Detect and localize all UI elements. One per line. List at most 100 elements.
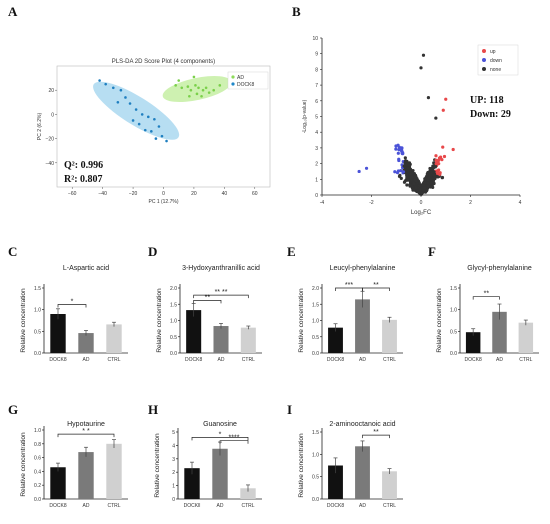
volcano-point [398, 173, 402, 177]
y-tick-label: 1.0 [34, 308, 41, 314]
y-tick-label: 0.5 [312, 335, 319, 341]
volcano-point [420, 191, 424, 195]
data-point-dock8 [104, 82, 107, 86]
legend-label: down [490, 58, 502, 64]
bar [50, 467, 66, 499]
y-tick-label: 0.4 [34, 469, 41, 475]
bar [382, 319, 397, 353]
legend-label: DOCK8 [237, 82, 254, 88]
y-tick-label: 3 [172, 457, 175, 463]
x-tick-label: AD [217, 503, 224, 509]
bar [355, 299, 370, 353]
y-axis-label: Relative concentration [156, 288, 163, 353]
x-tick-label: -4 [320, 200, 325, 206]
y-tick-label: 1.0 [170, 319, 177, 325]
x-tick-label: DOCK8 [327, 503, 344, 509]
up-count: UP: 118 [470, 95, 504, 106]
data-point-ad [174, 84, 177, 87]
data-point-ad [188, 94, 191, 98]
panel-letter-g: G [8, 402, 18, 417]
significance-bracket [57, 304, 87, 308]
data-point-dock8 [160, 134, 164, 138]
significance-label: * [71, 298, 74, 305]
volcano-point [403, 156, 407, 160]
y-tick-label: 0 [51, 112, 54, 118]
volcano-point [421, 53, 426, 57]
bar [240, 327, 256, 353]
volcano-point [437, 172, 442, 177]
data-point-ad [177, 79, 181, 82]
bar [106, 443, 122, 499]
x-tick-label: CTRL [241, 503, 254, 509]
volcano-point [444, 97, 448, 101]
y-axis-label: Relative concentration [436, 288, 443, 353]
bar [492, 311, 507, 353]
volcano-point [442, 154, 447, 159]
y-tick-label: 1.0 [312, 319, 319, 325]
y-tick-label: 20 [48, 88, 54, 94]
x-tick-label: CTRL [383, 503, 396, 509]
ad-ellipse [162, 76, 232, 102]
x-tick-label: AD [83, 503, 90, 509]
data-point-dock8 [98, 79, 101, 82]
chart-title: Hypotaurine [67, 421, 105, 428]
y-tick-label: 2.0 [312, 286, 319, 292]
legend-marker [231, 75, 235, 79]
volcano-point [405, 183, 409, 187]
y-tick-label: 0.0 [34, 351, 41, 357]
volcano-point [441, 108, 445, 112]
panel-letter-e: E [287, 244, 296, 259]
x-tick-label: CTRL [107, 357, 120, 363]
volcano-point [428, 173, 432, 178]
chart-title: L-Aspartic acid [63, 265, 109, 272]
bar [328, 465, 343, 499]
legend: up down none [477, 44, 519, 76]
volcano-point [423, 181, 427, 185]
y-tick-label: 2 [315, 162, 318, 168]
bar [212, 448, 228, 499]
volcano-point [432, 181, 436, 186]
x-tick-label: CTRL [107, 503, 120, 509]
volcano-point [433, 164, 438, 168]
bar [186, 310, 202, 353]
x-tick-label: AD [218, 357, 225, 363]
panel-letter-h: H [148, 402, 158, 417]
chart-title: Guanosine [203, 421, 237, 428]
y-tick-label: 5 [172, 430, 175, 436]
volcano-point [394, 147, 398, 151]
x-tick-label: AD [83, 357, 90, 363]
significance-label: ** [373, 282, 379, 289]
legend-label: AD [237, 75, 244, 81]
y-tick-label: 0 [172, 497, 175, 503]
volcano-point [422, 189, 426, 193]
significance-label: *** [345, 282, 353, 289]
plsda-chart: PLS-DA 2D Score Plot (4 components) −60 −4… [37, 59, 271, 205]
bar [382, 471, 397, 499]
volcano-point [399, 176, 403, 180]
data-point-dock8 [124, 96, 127, 99]
volcano-point [397, 145, 401, 149]
volcano-point [407, 163, 411, 168]
volcano-point [436, 175, 440, 179]
y-tick-label: 0.5 [34, 329, 41, 335]
volcano-point [429, 181, 433, 185]
volcano-point [395, 171, 400, 175]
significance-bracket [219, 440, 249, 444]
significance-bracket [57, 433, 115, 438]
volcano-point [357, 169, 361, 174]
x-tick-label: DOCK8 [465, 357, 482, 363]
y-tick-label: 2 [172, 470, 175, 476]
data-point-ad [186, 85, 190, 88]
y-tick-label: 1.5 [312, 430, 319, 436]
volcano-point [426, 184, 430, 188]
y-tick-label: 1.0 [450, 308, 457, 314]
volcano-point [414, 179, 418, 183]
data-point-dock8 [111, 86, 115, 90]
bar [50, 314, 66, 353]
y-axis-label: Relative concentration [298, 288, 305, 353]
volcano-point [435, 171, 439, 175]
volcano-point [451, 147, 455, 152]
y-axis-label: Relative concentration [20, 288, 27, 353]
